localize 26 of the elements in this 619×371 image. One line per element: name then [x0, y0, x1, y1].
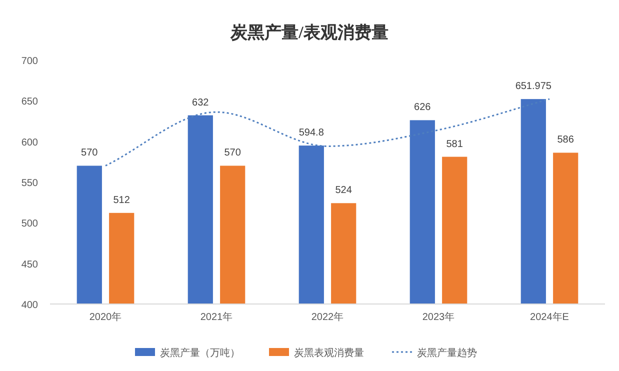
data-label: 594.8 [298, 128, 324, 139]
x-tick-label: 2020年 [89, 311, 122, 323]
y-tick-label: 700 [21, 56, 38, 67]
data-label: 512 [113, 194, 130, 206]
data-label: 626 [414, 102, 432, 114]
x-tick-label: 2023年 [422, 311, 455, 323]
y-tick-label: 550 [21, 178, 38, 189]
data-label: 581 [446, 138, 464, 150]
y-tick-label: 600 [21, 137, 38, 148]
legend-label: 炭黑产量趋势 [417, 347, 477, 359]
y-tick-label: 400 [21, 300, 38, 311]
data-label: 632 [192, 97, 210, 108]
x-tick-label: 2021年 [200, 311, 233, 323]
x-tick-label: 2024年E [530, 311, 570, 323]
legend-label: 炭黑产量（万吨） [160, 347, 240, 359]
data-label: 570 [224, 148, 242, 159]
legend-label: 炭黑表观消费量 [294, 347, 364, 359]
y-tick-label: 450 [21, 259, 38, 270]
y-tick-label: 500 [21, 218, 38, 230]
data-label: 586 [557, 134, 574, 146]
data-label: 524 [335, 185, 352, 196]
chart-title: 炭黑产量/表观消费量 [230, 23, 388, 42]
y-tick-label: 650 [21, 96, 38, 108]
data-label: 570 [81, 148, 98, 159]
x-tick-label: 2022年 [311, 311, 344, 323]
data-label: 651.975 [515, 81, 552, 92]
